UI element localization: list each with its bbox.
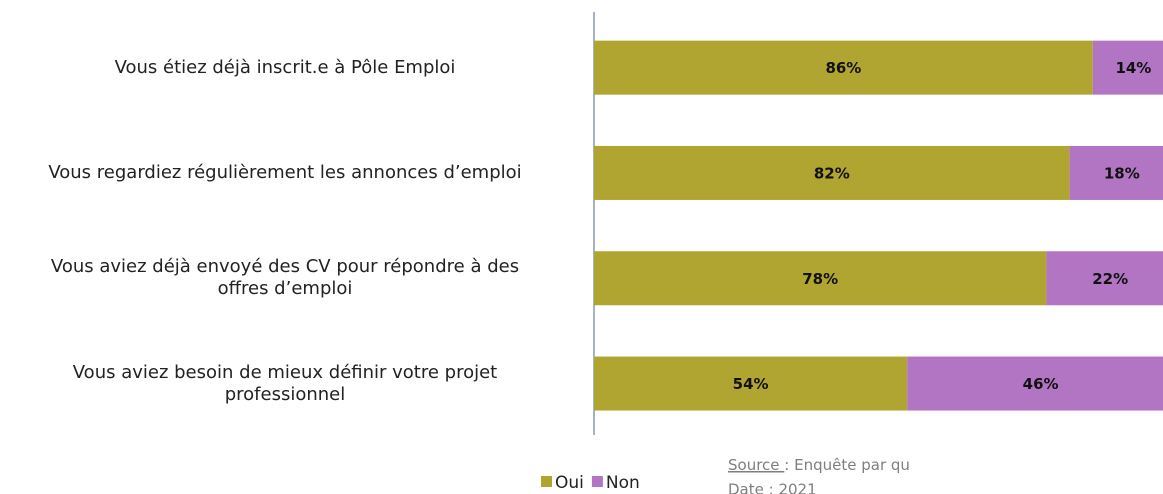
value-label: 46% [1023,375,1059,393]
value-label: 14% [1115,59,1151,77]
bar-segment [1092,40,1163,95]
value-label: 54% [733,375,769,393]
value-label: 82% [814,164,850,182]
legend-label: Oui [555,473,584,493]
category-label: Vous aviez besoin de mieux définir votre… [72,361,498,405]
bar-segment [594,356,908,411]
value-label: 86% [825,59,861,77]
bar-segment [1069,145,1163,200]
legend-label: Non [606,473,640,493]
legend-swatch [591,476,603,487]
source: Source : Enquête par qu [728,456,910,474]
value-label: 78% [802,270,838,288]
bar-segment [594,251,1047,306]
source-label: Source [728,456,784,474]
bar-segment [594,40,1093,95]
category-label: Vous aviez déjà envoyé des CV pour répon… [50,256,520,300]
bar-segment [594,145,1070,200]
value-label: 22% [1092,270,1128,288]
date: Date : 2021 [728,481,817,494]
bar-segment [907,356,1163,411]
value-label: 18% [1104,164,1140,182]
bar-segment [1046,251,1163,306]
category-label: Vous regardiez régulièrement les annonce… [48,161,522,183]
legend-swatch [541,476,552,487]
source-text: : Enquête par qu [784,456,910,474]
category-label: Vous étiez déjà inscrit.e à Pôle Emploi [114,56,456,78]
